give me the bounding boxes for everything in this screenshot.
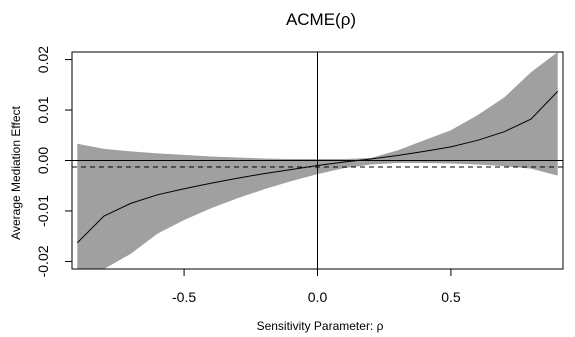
y-tick-label: 0.01 xyxy=(35,96,51,123)
y-tick-label: -0.01 xyxy=(35,195,51,227)
y-tick-label: 0.02 xyxy=(35,46,51,73)
x-axis: -0.5 0.0 0.5 xyxy=(172,269,461,305)
chart-title: ACME(ρ) xyxy=(286,10,356,29)
acme-line xyxy=(76,91,559,244)
y-axis: -0.02 -0.01 0.00 0.01 0.02 xyxy=(35,46,72,277)
plot-layer xyxy=(72,52,563,269)
x-tick-label: 0.0 xyxy=(308,289,328,305)
y-tick-label: 0.00 xyxy=(35,147,51,174)
x-axis-label: Sensitivity Parameter: ρ xyxy=(257,319,384,333)
y-axis-label: Average Mediation Effect xyxy=(9,106,23,240)
x-tick-label: 0.5 xyxy=(441,289,461,305)
y-tick-label: -0.02 xyxy=(35,245,51,277)
x-tick-label: -0.5 xyxy=(172,289,196,305)
